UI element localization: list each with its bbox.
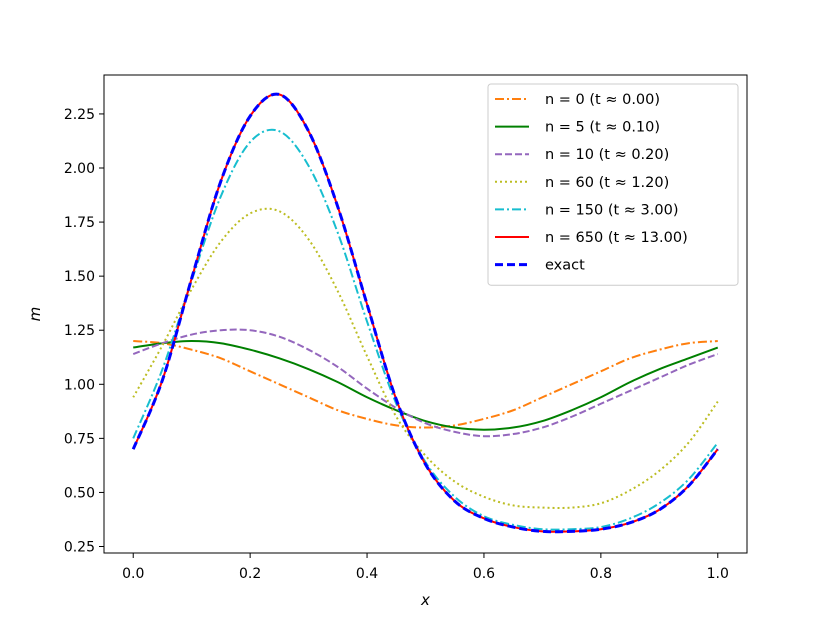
series-line-6: [131, 92, 719, 534]
y-axis: 0.25 0.50 0.75 1.00 1.25 1.50 1.75 2.00 2.25: [64, 107, 104, 556]
y-tick-label: 0.75: [64, 431, 95, 447]
y-tick-label: 1.00: [64, 377, 95, 393]
legend-entry-2: n = 10 (t ≈ 0.20): [545, 147, 669, 163]
x-tick-label: 0.0: [122, 566, 144, 582]
legend-entry-5: n = 650 (t ≈ 13.00): [545, 230, 688, 246]
y-tick-label: 0.25: [64, 540, 95, 556]
series-line-2: [132, 328, 719, 438]
x-tick-label: 0.6: [473, 566, 495, 582]
x-axis-label: x: [420, 591, 430, 609]
y-tick-label: 0.50: [64, 485, 95, 501]
plot-frame: [103, 74, 748, 554]
x-axis: 0.0 0.2 0.4 0.6 0.8 1.0: [122, 553, 729, 582]
legend: n = 0 (t ≈ 0.00) n = 5 (t ≈ 0.10) n = 10 (…: [487, 83, 739, 286]
x-tick-label: 1.0: [707, 566, 729, 582]
y-axis-label: m: [26, 307, 44, 322]
x-tick-label: 0.4: [356, 566, 378, 582]
y-tick-label: 1.50: [64, 269, 95, 285]
legend-entry-1: n = 5 (t ≈ 0.10): [545, 120, 660, 136]
legend-entry-3: n = 60 (t ≈ 1.20): [545, 175, 669, 191]
series-line-0: [133, 340, 718, 429]
legend-entry-4: n = 150 (t ≈ 3.00): [545, 202, 679, 218]
y-tick-label: 1.75: [64, 215, 95, 231]
series-line-1: [133, 340, 719, 431]
legend-entry-6: exact: [545, 258, 585, 274]
legend-box: [487, 83, 739, 286]
y-tick-label: 1.25: [64, 323, 95, 339]
series-layer: [131, 92, 719, 534]
y-tick-label: 2.25: [64, 107, 95, 123]
x-tick-label: 0.2: [239, 566, 261, 582]
legend-entry-0: n = 0 (t ≈ 0.00): [545, 92, 660, 108]
x-tick-label: 0.8: [590, 566, 612, 582]
y-tick-label: 2.00: [64, 161, 95, 177]
